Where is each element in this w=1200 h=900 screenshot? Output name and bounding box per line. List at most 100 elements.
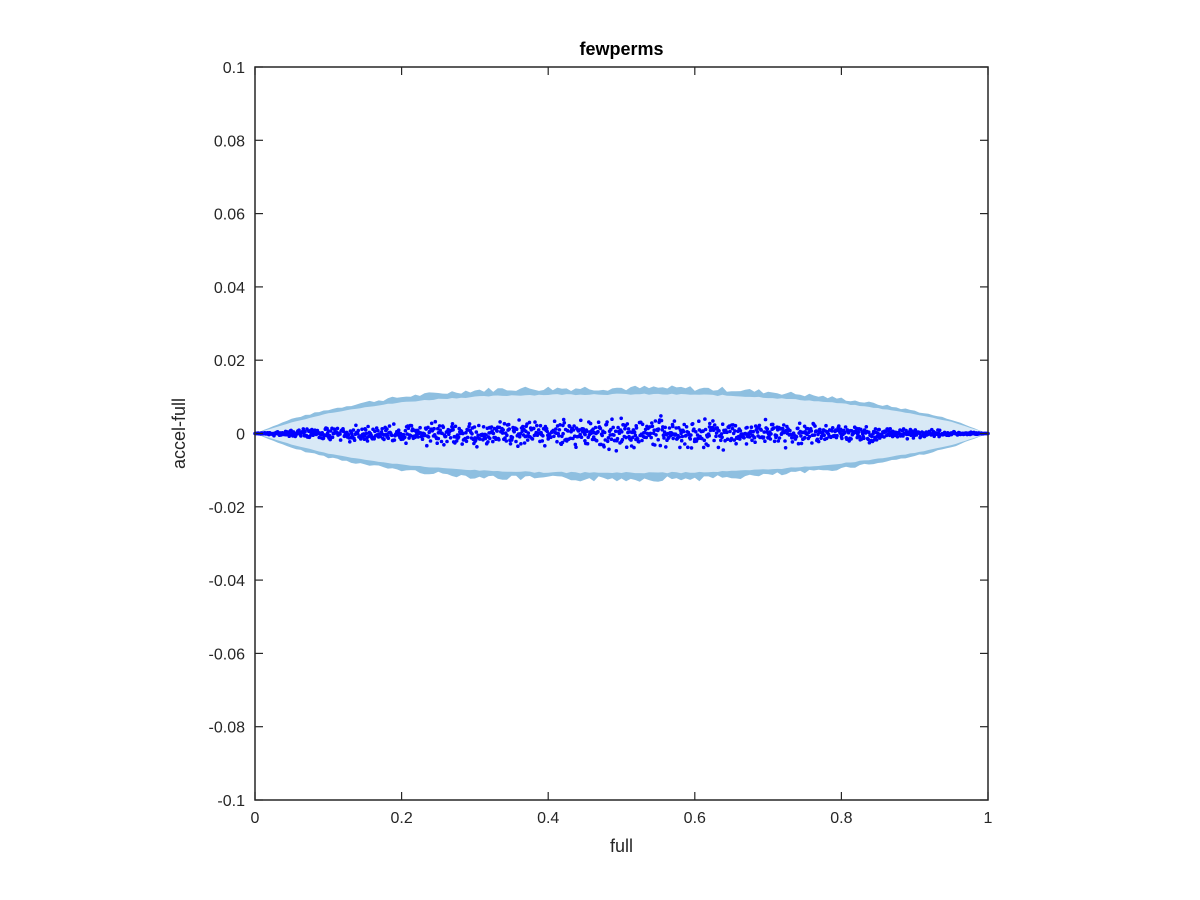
data-point xyxy=(558,423,562,427)
data-point xyxy=(425,443,429,448)
data-point xyxy=(725,437,730,442)
data-point xyxy=(761,435,766,440)
data-point xyxy=(573,442,578,447)
data-point xyxy=(574,445,578,450)
data-point xyxy=(867,430,871,435)
data-point xyxy=(742,436,746,440)
data-point xyxy=(870,434,874,439)
data-point xyxy=(503,436,507,440)
data-point xyxy=(514,439,518,444)
data-point xyxy=(849,437,853,441)
data-point xyxy=(671,436,675,441)
y-tick-label: -0.02 xyxy=(209,500,246,517)
data-point xyxy=(692,427,696,432)
data-point xyxy=(765,427,770,431)
data-point xyxy=(782,423,786,427)
data-point xyxy=(436,436,441,441)
data-point xyxy=(835,433,839,438)
data-point xyxy=(640,438,644,443)
data-point xyxy=(707,425,712,429)
data-point xyxy=(445,439,449,444)
data-point xyxy=(759,428,763,432)
data-point xyxy=(714,434,718,439)
data-point xyxy=(812,433,817,437)
data-point xyxy=(392,422,396,426)
data-point xyxy=(414,428,419,433)
y-tick-label: 0.04 xyxy=(214,280,245,297)
data-point xyxy=(763,439,767,444)
data-point xyxy=(799,434,803,438)
data-point xyxy=(543,444,547,448)
data-point xyxy=(682,422,686,427)
data-point xyxy=(488,436,492,441)
data-point xyxy=(602,430,607,435)
data-point xyxy=(545,429,549,434)
data-point xyxy=(484,433,488,437)
data-point xyxy=(708,421,712,426)
data-point xyxy=(552,419,557,424)
data-point xyxy=(450,422,455,426)
data-point xyxy=(799,441,804,446)
y-tick-label: 0.06 xyxy=(214,207,245,224)
data-point xyxy=(299,434,303,438)
data-point xyxy=(783,439,787,443)
data-point xyxy=(809,429,814,433)
data-point xyxy=(416,435,421,439)
data-point xyxy=(606,436,611,440)
data-point xyxy=(826,432,831,436)
data-point xyxy=(426,425,430,430)
data-point xyxy=(379,430,384,434)
chart-title: fewperms xyxy=(579,39,663,59)
data-point xyxy=(664,445,668,449)
y-tick-label: 0.1 xyxy=(223,60,245,77)
data-point xyxy=(884,430,888,434)
data-point xyxy=(653,443,657,447)
data-point xyxy=(554,427,558,431)
data-point xyxy=(329,429,333,433)
y-tick-label: -0.08 xyxy=(209,720,246,737)
data-point xyxy=(406,426,411,431)
data-point xyxy=(439,439,444,444)
data-point xyxy=(438,428,443,433)
data-point xyxy=(517,418,521,422)
data-point xyxy=(755,430,760,434)
data-point xyxy=(895,435,900,439)
data-point xyxy=(597,425,602,429)
data-point xyxy=(631,435,635,440)
data-point xyxy=(624,435,628,440)
data-point xyxy=(390,433,394,438)
data-point xyxy=(341,428,345,432)
data-point xyxy=(693,437,697,442)
data-point xyxy=(680,434,685,439)
data-point xyxy=(508,442,513,446)
data-point xyxy=(349,431,354,436)
data-point xyxy=(772,439,777,444)
data-point xyxy=(500,431,505,435)
data-point xyxy=(949,432,954,437)
data-point xyxy=(650,421,654,425)
data-point xyxy=(656,427,661,431)
data-point xyxy=(667,426,672,430)
data-point xyxy=(720,435,724,440)
data-point xyxy=(435,441,440,446)
y-tick-label: 0 xyxy=(236,427,245,444)
data-point xyxy=(506,422,511,427)
data-point xyxy=(653,419,658,423)
data-point xyxy=(927,430,932,434)
data-point xyxy=(453,424,458,429)
data-point xyxy=(807,434,812,439)
data-point xyxy=(360,427,364,432)
data-point xyxy=(717,429,721,433)
data-point xyxy=(527,420,532,425)
data-point xyxy=(766,436,770,440)
data-point xyxy=(937,428,942,433)
data-point xyxy=(614,449,619,453)
data-point xyxy=(697,419,701,424)
data-point xyxy=(769,432,773,436)
data-point xyxy=(267,431,272,435)
data-point xyxy=(738,437,742,441)
data-point xyxy=(640,422,645,427)
data-point xyxy=(817,428,822,432)
data-point xyxy=(464,430,468,435)
data-point xyxy=(465,435,470,440)
